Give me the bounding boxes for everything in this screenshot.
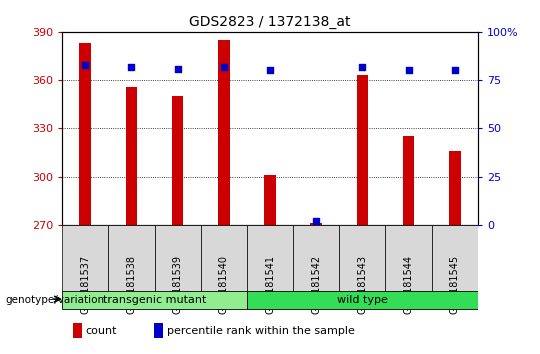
Bar xyxy=(62,225,109,292)
Point xyxy=(127,64,136,69)
Point xyxy=(266,68,274,73)
Text: genotype/variation: genotype/variation xyxy=(5,295,105,305)
Bar xyxy=(449,151,461,225)
Bar xyxy=(218,40,230,225)
Bar xyxy=(339,225,386,292)
Bar xyxy=(431,225,478,292)
Bar xyxy=(310,223,322,225)
Bar xyxy=(109,225,154,292)
Text: GSM181539: GSM181539 xyxy=(173,255,183,314)
Point xyxy=(219,64,228,69)
Text: GSM181538: GSM181538 xyxy=(126,255,137,314)
Point xyxy=(81,62,90,68)
Text: transgenic mutant: transgenic mutant xyxy=(103,295,206,305)
Text: percentile rank within the sample: percentile rank within the sample xyxy=(167,326,355,336)
Text: wild type: wild type xyxy=(337,295,388,305)
Bar xyxy=(62,291,247,309)
Bar xyxy=(247,291,478,309)
Bar xyxy=(293,225,339,292)
Bar xyxy=(403,136,414,225)
Text: GSM181540: GSM181540 xyxy=(219,255,229,314)
Text: GSM181541: GSM181541 xyxy=(265,255,275,314)
Text: GSM181545: GSM181545 xyxy=(450,255,460,314)
Text: GSM181543: GSM181543 xyxy=(357,255,367,314)
Bar xyxy=(264,175,276,225)
Point xyxy=(173,66,182,72)
Text: GSM181542: GSM181542 xyxy=(311,255,321,314)
Bar xyxy=(247,225,293,292)
Bar xyxy=(73,323,82,338)
Bar xyxy=(126,86,137,225)
Bar xyxy=(79,43,91,225)
Point xyxy=(358,64,367,69)
Bar xyxy=(386,225,431,292)
Title: GDS2823 / 1372138_at: GDS2823 / 1372138_at xyxy=(189,16,351,29)
Bar xyxy=(172,96,184,225)
Point xyxy=(450,68,459,73)
Text: GSM181537: GSM181537 xyxy=(80,255,90,314)
Text: GSM181544: GSM181544 xyxy=(403,255,414,314)
Bar xyxy=(356,75,368,225)
Point xyxy=(404,68,413,73)
Bar xyxy=(154,323,163,338)
Text: count: count xyxy=(86,326,117,336)
Bar xyxy=(154,225,201,292)
Bar xyxy=(201,225,247,292)
Point xyxy=(312,218,321,224)
